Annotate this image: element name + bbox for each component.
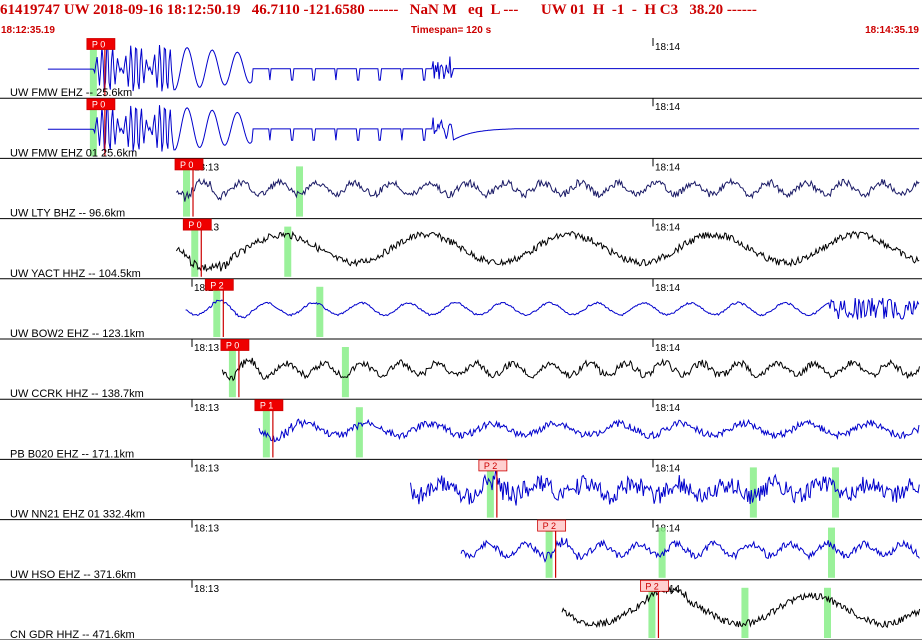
station-label: UW HSO EHZ -- 371.6km	[10, 569, 136, 581]
minute-label: 18:14	[655, 162, 680, 173]
event-header: 61419747 UW 2018-09-16 18:12:50.19 46.71…	[0, 0, 922, 38]
waveform	[258, 418, 920, 443]
station-label: UW FMW EHZ -- 25.6km	[10, 87, 132, 99]
pick-label[interactable]: P 0	[86, 98, 116, 111]
minute-label: 18:14	[655, 403, 680, 414]
svg-text:P 1: P 1	[260, 401, 273, 411]
pick-window-band	[191, 226, 199, 277]
pick-window-band	[648, 587, 656, 638]
minute-label: 18:13	[194, 524, 219, 535]
waveform	[47, 105, 920, 152]
pick-label[interactable]: P 2	[537, 519, 567, 532]
svg-text:P 0: P 0	[226, 341, 239, 351]
svg-text:P 2: P 2	[543, 521, 556, 531]
pick-label[interactable]: P 0	[182, 218, 212, 231]
station-label: UW YACT HHZ -- 104.5km	[10, 268, 141, 280]
pick-label[interactable]: P 0	[220, 339, 250, 351]
waveform	[176, 177, 920, 202]
station-label: UW NN21 EHZ 01 332.4km	[10, 509, 145, 521]
trace-row[interactable]: 18:14 P 0 UW FMW EHZ -- 25.6km	[0, 38, 922, 99]
pick-window-band	[828, 527, 835, 578]
waveform	[460, 537, 920, 563]
end-time-label: 18:14:35.19	[865, 25, 919, 36]
station-label: UW FMW EHZ 01 25.6km	[10, 147, 137, 159]
pick-window-band	[486, 467, 494, 518]
minute-label: 18:14	[655, 102, 680, 113]
pick-window-band	[741, 587, 749, 638]
minute-label: 18:14	[655, 343, 680, 354]
minute-label: 18:13	[194, 403, 219, 414]
pick-window-band	[228, 347, 236, 398]
pick-window-band	[296, 166, 304, 217]
trace-row[interactable]: 18:14 P 0 UW FMW EHZ 01 25.6km	[0, 98, 922, 159]
waveform	[175, 230, 920, 273]
start-time-label: 18:12:35.19	[1, 25, 55, 36]
trace-row[interactable]: 18:13 18:14 P 0 UW LTY BHZ -- 96.6km	[0, 158, 922, 220]
pick-window-band	[749, 467, 757, 518]
svg-text:P 0: P 0	[188, 220, 201, 230]
pick-label[interactable]: P 2	[478, 459, 508, 472]
waveform	[410, 469, 920, 506]
waveform	[221, 357, 920, 382]
minute-label: 18:14	[655, 223, 680, 234]
waveform	[561, 586, 921, 629]
pick-window-band	[183, 166, 191, 217]
station-label: UW CCRK HHZ -- 138.7km	[10, 388, 144, 400]
svg-text:P 0: P 0	[92, 100, 105, 110]
pick-window-band	[824, 587, 831, 638]
pick-window-band	[832, 467, 839, 518]
minute-label: 18:13	[194, 463, 219, 474]
station-label: CN GDR HHZ -- 471.6km	[10, 629, 135, 640]
minute-label: 18:13	[194, 162, 219, 173]
station-label: UW LTY BHZ -- 96.6km	[10, 208, 125, 220]
pick-label[interactable]: P 0	[174, 158, 204, 171]
timespan-label: Timespan= 120 s	[411, 25, 492, 36]
trace-row[interactable]: 18:13 18:14 P 1 PB B020 EHZ -- 171.1km	[0, 399, 922, 460]
pick-window-band	[355, 407, 363, 458]
pick-window-band	[284, 226, 292, 277]
minute-label: 18:13	[194, 343, 219, 354]
station-label: UW BOW2 EHZ -- 123.1km	[10, 328, 144, 340]
minute-label: 18:14	[655, 524, 680, 535]
minute-label: 18:13	[194, 584, 219, 595]
svg-text:P 0: P 0	[180, 160, 193, 170]
minute-label: 18:14	[655, 283, 680, 294]
waveform	[185, 297, 920, 320]
minute-label: 18:14	[655, 42, 680, 53]
pick-window-band	[213, 286, 221, 337]
pick-window-band	[341, 347, 349, 398]
station-label: PB B020 EHZ -- 171.1km	[10, 448, 134, 460]
trace-row[interactable]: 18:13 18:14 P 0 UW CCRK HHZ -- 138.7km	[0, 339, 922, 400]
svg-text:P 0: P 0	[92, 40, 105, 50]
event-summary: 61419747 UW 2018-09-16 18:12:50.19 46.71…	[0, 2, 757, 18]
svg-text:P 2: P 2	[484, 461, 497, 471]
pick-window-band	[262, 407, 270, 458]
svg-text:P 2: P 2	[645, 581, 658, 591]
trace-row[interactable]: 18:13 18:14 P 2 UW NN21 EHZ 01 332.4km	[0, 459, 922, 521]
trace-row[interactable]: 18:13 18:14 P 2 UW HSO EHZ -- 371.6km	[0, 519, 922, 581]
minute-label: 18:14	[655, 463, 680, 474]
pick-label[interactable]: P 2	[204, 278, 234, 291]
pick-window-band	[89, 46, 97, 97]
pick-window-band	[316, 286, 324, 337]
waveform	[47, 44, 920, 92]
svg-text:P 2: P 2	[210, 280, 223, 290]
pick-label[interactable]: P 0	[86, 38, 116, 50]
pick-window-band	[89, 106, 97, 157]
pick-label[interactable]: P 2	[640, 579, 669, 592]
pick-label[interactable]: P 1	[254, 399, 284, 412]
